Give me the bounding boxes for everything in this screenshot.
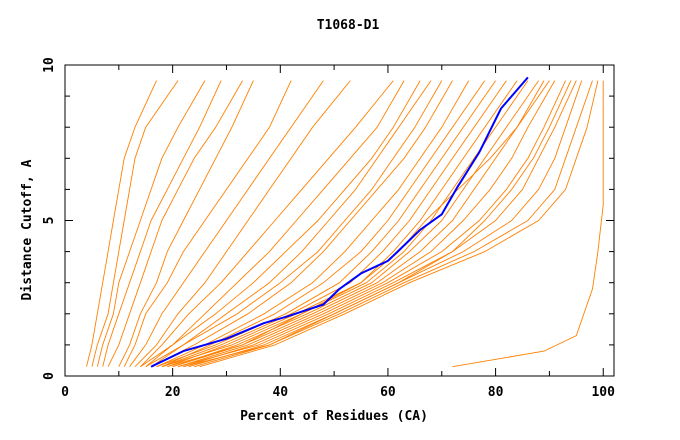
model-series-line [140,80,421,368]
y-tick-label: 10 [42,57,57,73]
x-tick-label: 80 [488,385,504,400]
x-tick-label: 60 [380,385,396,400]
model-series-line [107,80,243,367]
model-series-line [452,80,604,368]
y-tick-label: 5 [42,217,57,225]
model-series-line [161,80,507,368]
model-series-line [183,80,572,368]
x-tick-label: 20 [165,385,181,400]
model-series-line [118,80,254,367]
model-series-line [102,80,222,367]
model-series-line [199,80,599,368]
model-series-line [150,80,432,368]
model-series-line [145,80,405,368]
model-series-line [177,80,577,368]
model-series-line [150,80,453,368]
model-series-line [129,80,324,367]
model-series-line [96,80,206,367]
x-axis-label: Percent of Residues (CA) [240,409,428,424]
model-series-line [134,80,351,368]
model-series-line [188,80,583,368]
model-series-line [167,80,518,368]
model-series-line [156,80,470,368]
plot-frame [64,64,615,377]
model-series-line [91,80,179,367]
model-series-line [140,80,394,368]
model-series-line [161,80,486,368]
model-series-line [194,80,593,368]
model-series-line [123,80,292,367]
highlight-series-line [150,76,529,368]
model-series-line [183,80,567,368]
series-layer [86,76,604,368]
model-series-line [167,80,545,368]
model-series-line [172,80,539,368]
model-series-line [161,80,529,368]
model-series-line [86,80,157,367]
model-series-line [177,80,556,368]
x-tick-label: 100 [591,385,615,400]
x-tick-label: 0 [61,385,69,400]
y-axis-label: Distance Cutoff, A [20,159,35,300]
axes-layer: 0 20 40 60 80 100 0 5 10 [42,57,615,400]
model-series-line [172,80,550,368]
model-series-line [145,80,443,368]
chart-title: T1068-D1 [317,18,380,33]
x-tick-label: 40 [272,385,288,400]
y-tick-label: 0 [42,372,57,380]
